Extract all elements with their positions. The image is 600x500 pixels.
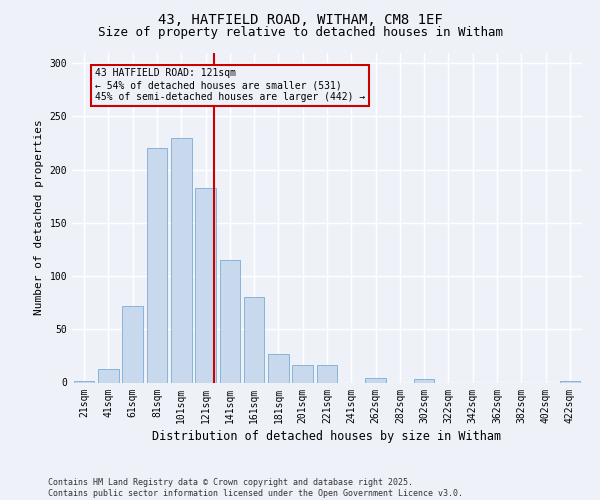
Y-axis label: Number of detached properties: Number of detached properties <box>34 120 44 316</box>
Bar <box>292 366 313 382</box>
Bar <box>244 298 265 382</box>
Text: 43 HATFIELD ROAD: 121sqm
← 54% of detached houses are smaller (531)
45% of semi-: 43 HATFIELD ROAD: 121sqm ← 54% of detach… <box>95 68 365 102</box>
Bar <box>220 260 240 382</box>
Bar <box>414 380 434 382</box>
Bar <box>195 188 216 382</box>
Text: Size of property relative to detached houses in Witham: Size of property relative to detached ho… <box>97 26 503 39</box>
Text: 43, HATFIELD ROAD, WITHAM, CM8 1EF: 43, HATFIELD ROAD, WITHAM, CM8 1EF <box>158 12 442 26</box>
Bar <box>365 378 386 382</box>
Bar <box>98 368 119 382</box>
Bar <box>317 366 337 382</box>
Bar <box>171 138 191 382</box>
Text: Contains HM Land Registry data © Crown copyright and database right 2025.
Contai: Contains HM Land Registry data © Crown c… <box>48 478 463 498</box>
Bar <box>268 354 289 382</box>
Bar <box>146 148 167 382</box>
Bar <box>122 306 143 382</box>
X-axis label: Distribution of detached houses by size in Witham: Distribution of detached houses by size … <box>152 430 502 442</box>
